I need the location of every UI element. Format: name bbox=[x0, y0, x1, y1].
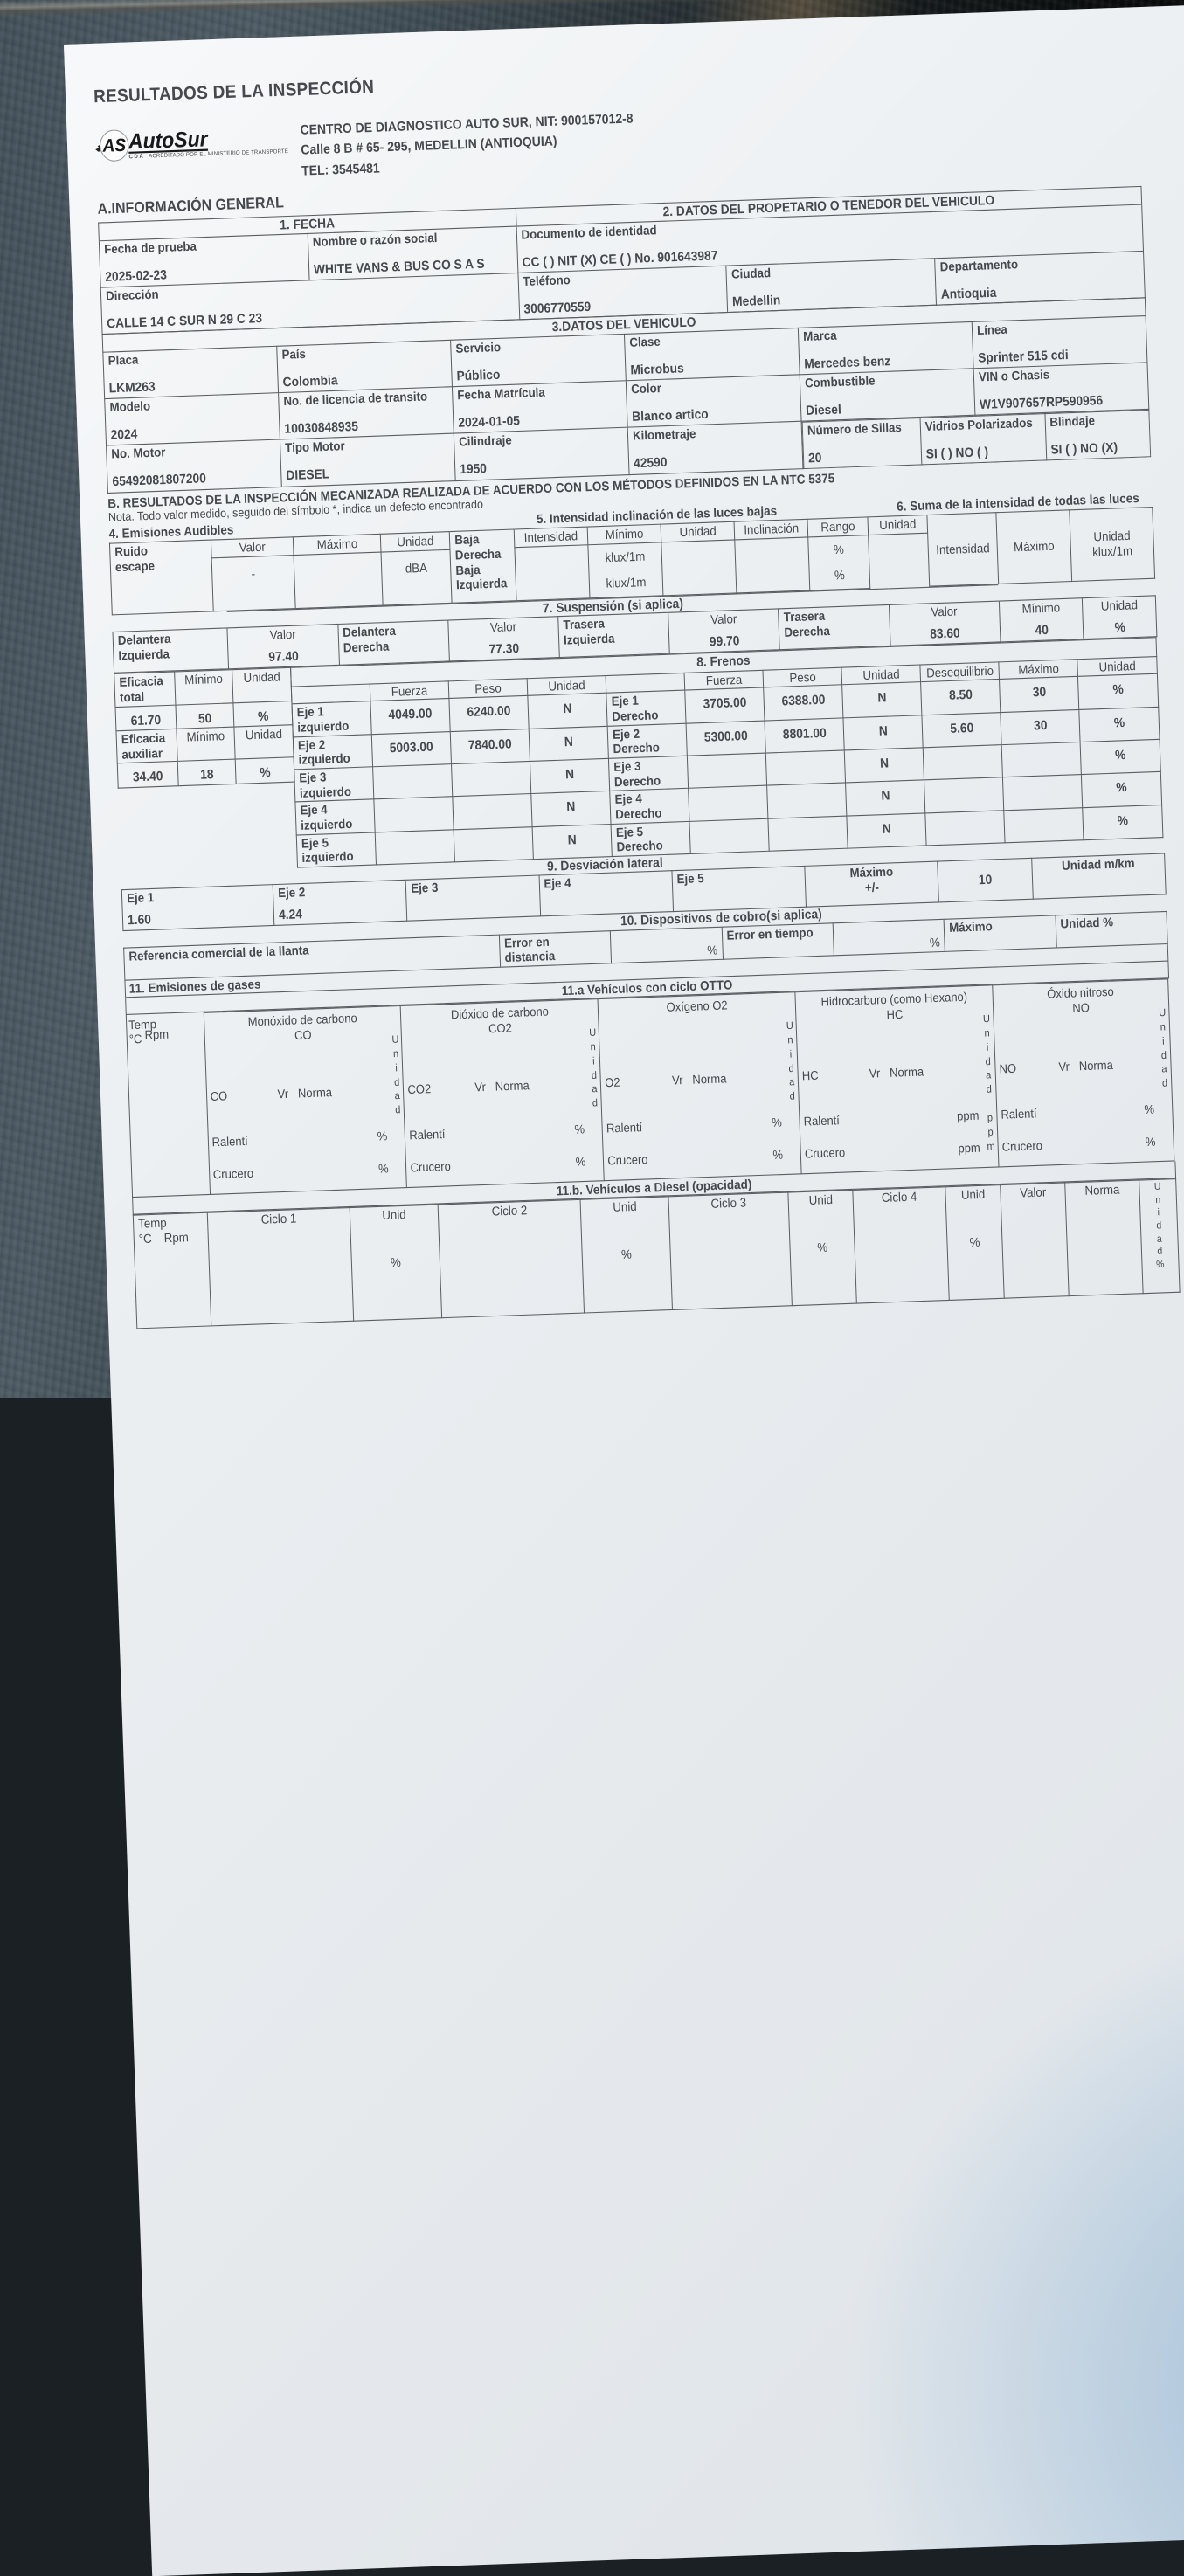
svg-text:AS: AS bbox=[101, 135, 127, 156]
